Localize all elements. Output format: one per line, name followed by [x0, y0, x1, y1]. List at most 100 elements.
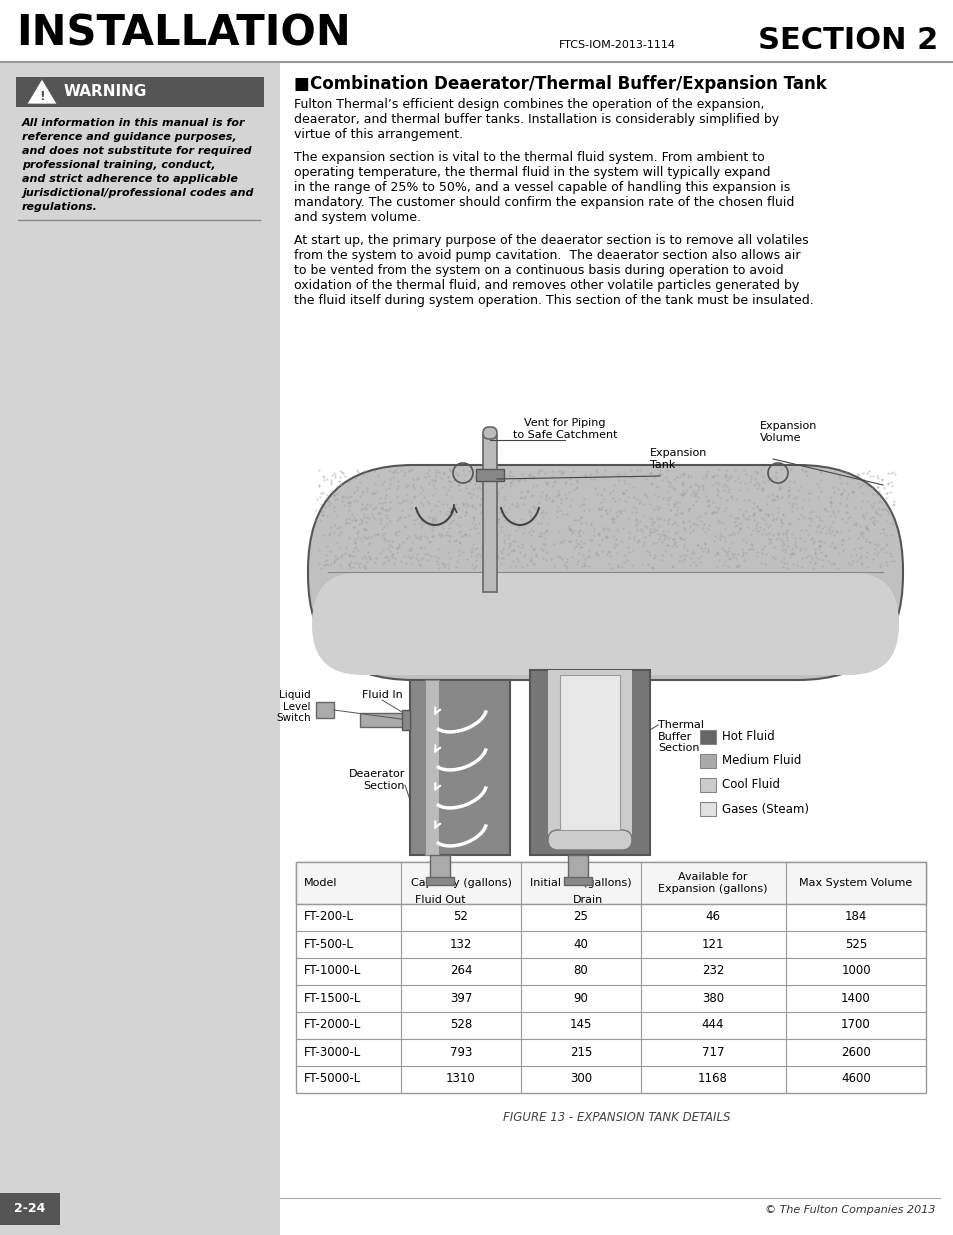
Text: and strict adherence to applicable: and strict adherence to applicable: [22, 174, 237, 184]
Bar: [700, 755, 716, 768]
Bar: [315, 701, 334, 718]
Text: Thermal
Buffer
Section: Thermal Buffer Section: [658, 720, 703, 753]
Text: Available for
Expansion (gallons): Available for Expansion (gallons): [658, 872, 767, 894]
Bar: [426, 877, 454, 885]
Text: and does not substitute for required: and does not substitute for required: [22, 146, 252, 156]
Bar: [700, 778, 716, 792]
Bar: [0, 1193, 60, 1225]
Bar: [482, 435, 497, 592]
Bar: [424, 680, 438, 855]
Polygon shape: [27, 79, 57, 104]
Text: 25: 25: [573, 910, 588, 924]
Text: INSTALLATION: INSTALLATION: [16, 14, 351, 56]
Text: 380: 380: [701, 992, 723, 1004]
Text: Model: Model: [304, 878, 337, 888]
Text: 444: 444: [701, 1019, 723, 1031]
Text: FTCS-IOM-2013-1114: FTCS-IOM-2013-1114: [558, 40, 675, 49]
Text: SECTION 2: SECTION 2: [757, 26, 937, 56]
Bar: [410, 680, 510, 855]
Text: 264: 264: [449, 965, 472, 977]
Text: reference and guidance purposes,: reference and guidance purposes,: [22, 132, 236, 142]
Text: Expansion
Tank: Expansion Tank: [649, 448, 706, 471]
Text: 232: 232: [701, 965, 723, 977]
Text: Max System Volume: Max System Volume: [799, 878, 912, 888]
Text: regulations.: regulations.: [22, 203, 98, 212]
Text: mandatory. The customer should confirm the expansion rate of the chosen fluid: mandatory. The customer should confirm t…: [294, 196, 794, 209]
Text: and system volume.: and system volume.: [294, 211, 420, 224]
Text: WARNING: WARNING: [64, 84, 147, 100]
Text: 145: 145: [569, 1019, 592, 1031]
Text: © The Fulton Companies 2013: © The Fulton Companies 2013: [764, 1205, 935, 1215]
Text: Gases (Steam): Gases (Steam): [721, 803, 808, 815]
Bar: [280, 0, 953, 1235]
Bar: [0, 0, 953, 62]
Text: All information in this manual is for: All information in this manual is for: [22, 119, 245, 128]
Text: 121: 121: [701, 937, 723, 951]
Bar: [530, 671, 649, 855]
Text: Expansion
Volume: Expansion Volume: [760, 421, 817, 443]
Text: 793: 793: [450, 1046, 472, 1058]
Text: Vent for Piping
to Safe Catchment: Vent for Piping to Safe Catchment: [512, 419, 617, 440]
Text: 40: 40: [573, 937, 588, 951]
Text: in the range of 25% to 50%, and a vessel capable of handling this expansion is: in the range of 25% to 50%, and a vessel…: [294, 182, 789, 194]
Text: 46: 46: [705, 910, 720, 924]
Text: 52: 52: [453, 910, 468, 924]
Bar: [563, 877, 592, 885]
Text: The expansion section is vital to the thermal fluid system. From ambient to: The expansion section is vital to the th…: [294, 151, 764, 164]
Text: 184: 184: [844, 910, 866, 924]
Text: operating temperature, the thermal fluid in the system will typically expand: operating temperature, the thermal fluid…: [294, 165, 770, 179]
Text: 717: 717: [701, 1046, 723, 1058]
Text: 4600: 4600: [841, 1072, 870, 1086]
Text: 300: 300: [569, 1072, 592, 1086]
Text: 90: 90: [573, 992, 588, 1004]
Text: Medium Fluid: Medium Fluid: [721, 755, 801, 767]
Text: Fluid In: Fluid In: [361, 690, 402, 700]
Text: 2-24: 2-24: [14, 1203, 46, 1215]
Text: 528: 528: [450, 1019, 472, 1031]
FancyBboxPatch shape: [482, 427, 497, 438]
Text: from the system to avoid pump cavitation.  The deaerator section also allows air: from the system to avoid pump cavitation…: [294, 249, 800, 262]
Text: professional training, conduct,: professional training, conduct,: [22, 161, 215, 170]
Bar: [401, 710, 410, 730]
Text: FIGURE 13 - EXPANSION TANK DETAILS: FIGURE 13 - EXPANSION TANK DETAILS: [503, 1112, 730, 1124]
Text: the fluid itself during system operation. This section of the tank must be insul: the fluid itself during system operation…: [294, 294, 813, 308]
Text: 1310: 1310: [446, 1072, 476, 1086]
Text: 132: 132: [450, 937, 472, 951]
Text: FT-1500-L: FT-1500-L: [304, 992, 361, 1004]
Text: 1400: 1400: [841, 992, 870, 1004]
Bar: [700, 730, 716, 743]
Bar: [295, 862, 925, 904]
Bar: [0, 0, 280, 1235]
Text: 525: 525: [844, 937, 866, 951]
Text: to be vented from the system on a continuous basis during operation to avoid: to be vented from the system on a contin…: [294, 264, 782, 277]
Text: oxidation of the thermal fluid, and removes other volatile particles generated b: oxidation of the thermal fluid, and remo…: [294, 279, 799, 291]
FancyBboxPatch shape: [308, 466, 902, 680]
Text: At start up, the primary purpose of the deaerator section is to remove all volat: At start up, the primary purpose of the …: [294, 233, 808, 247]
Text: FT-500-L: FT-500-L: [304, 937, 354, 951]
Bar: [567, 855, 587, 883]
Text: 397: 397: [450, 992, 472, 1004]
Bar: [547, 671, 631, 835]
Text: FT-200-L: FT-200-L: [304, 910, 354, 924]
Text: FT-1000-L: FT-1000-L: [304, 965, 361, 977]
Text: Capacity (gallons): Capacity (gallons): [410, 878, 511, 888]
Bar: [430, 855, 450, 883]
Text: 80: 80: [573, 965, 588, 977]
Text: deaerator, and thermal buffer tanks. Installation is considerably simplified by: deaerator, and thermal buffer tanks. Ins…: [294, 112, 779, 126]
Text: FT-5000-L: FT-5000-L: [304, 1072, 361, 1086]
Text: Liquid
Level
Switch: Liquid Level Switch: [276, 690, 311, 724]
Text: !: !: [39, 90, 45, 104]
Bar: [700, 802, 716, 816]
Text: virtue of this arrangement.: virtue of this arrangement.: [294, 128, 462, 141]
FancyBboxPatch shape: [312, 572, 898, 676]
Text: Initial Fill (gallons): Initial Fill (gallons): [530, 878, 631, 888]
Bar: [295, 862, 925, 1093]
Text: Deaerator
Section: Deaerator Section: [348, 769, 405, 790]
FancyBboxPatch shape: [547, 830, 631, 850]
Text: 1000: 1000: [841, 965, 870, 977]
Text: 1700: 1700: [841, 1019, 870, 1031]
Text: 2600: 2600: [841, 1046, 870, 1058]
Bar: [359, 713, 410, 727]
Bar: [559, 676, 619, 830]
Text: Cool Fluid: Cool Fluid: [721, 778, 780, 792]
